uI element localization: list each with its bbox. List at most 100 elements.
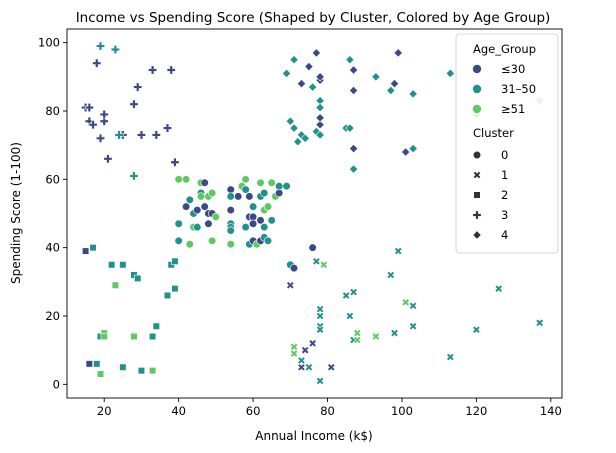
legend-age-group-title: Age_Group (473, 42, 536, 56)
data-point (208, 188, 217, 198)
data-point (348, 143, 359, 154)
data-point (129, 171, 139, 181)
data-point (256, 216, 265, 225)
data-point (304, 61, 314, 72)
data-point (390, 328, 399, 338)
data-point (171, 257, 179, 265)
x-tick-label: 20 (97, 404, 112, 418)
legend-cluster-swatch (472, 210, 482, 220)
legend-age-swatch (472, 84, 482, 94)
y-tick-label: 40 (45, 241, 60, 255)
points-layer (81, 41, 545, 386)
data-point (234, 192, 243, 201)
data-point (136, 130, 146, 140)
data-point (300, 133, 310, 143)
data-point (311, 48, 321, 58)
data-point (151, 130, 161, 140)
data-point (211, 212, 220, 222)
data-point (103, 154, 113, 164)
data-point (85, 360, 93, 368)
data-point (95, 133, 105, 143)
x-tick-label: 40 (171, 404, 186, 418)
data-point (308, 243, 317, 252)
data-point (96, 370, 105, 378)
x-tick-label: 60 (246, 404, 261, 418)
data-point (111, 281, 119, 289)
data-point (256, 178, 265, 187)
data-point (245, 192, 254, 201)
data-point (200, 202, 209, 211)
data-point (408, 89, 418, 99)
legend-cluster-title: Cluster (473, 126, 514, 140)
data-point (371, 72, 381, 82)
data-point (472, 325, 481, 334)
data-point (241, 185, 250, 194)
data-point (349, 287, 358, 297)
data-point (297, 356, 306, 365)
data-point (84, 103, 94, 113)
data-point (148, 65, 158, 75)
data-point (119, 363, 127, 371)
data-point (308, 82, 318, 92)
y-tick-label: 0 (53, 377, 60, 391)
data-point (315, 120, 325, 130)
data-point (137, 367, 146, 375)
legend-cluster-label: 0 (501, 148, 508, 162)
data-point (308, 339, 317, 348)
data-point (241, 175, 250, 184)
legend-cluster-items: 0 1 2 3 4 (472, 148, 508, 242)
y-tick-label: 80 (45, 104, 60, 118)
x-tick-label: 140 (540, 404, 562, 418)
data-point (226, 205, 235, 215)
data-point (92, 58, 102, 68)
data-point (393, 48, 403, 58)
chart-title: Income vs Spending Score (Shaped by Clus… (76, 10, 551, 26)
data-point (315, 113, 325, 123)
data-point (260, 223, 269, 232)
data-point (226, 185, 235, 194)
data-point (200, 178, 209, 187)
data-point (327, 363, 336, 372)
data-point (114, 130, 124, 140)
data-point (267, 178, 276, 187)
data-point (494, 284, 503, 293)
data-point (408, 143, 418, 154)
data-point (301, 345, 310, 355)
data-point (93, 360, 101, 368)
data-point (166, 65, 176, 75)
data-point (315, 376, 325, 386)
data-point (208, 236, 217, 245)
data-point (286, 281, 295, 290)
data-point (389, 79, 400, 89)
data-point (134, 274, 142, 283)
data-point (95, 41, 105, 51)
data-point (315, 325, 325, 334)
data-point (263, 236, 273, 245)
data-point (304, 363, 314, 372)
data-point (345, 55, 355, 65)
data-point (281, 68, 292, 79)
data-point (100, 332, 108, 341)
data-point (263, 202, 273, 211)
legend-cluster-label: 2 (501, 188, 508, 202)
data-point (129, 99, 139, 109)
data-point (196, 192, 206, 201)
data-point (133, 82, 143, 92)
data-point (341, 291, 351, 300)
data-point (170, 157, 180, 167)
data-point (401, 147, 411, 157)
data-point (248, 212, 258, 222)
data-point (408, 322, 418, 331)
legend-cluster-label: 1 (501, 168, 508, 182)
y-tick-label: 60 (45, 172, 60, 186)
data-point (401, 298, 410, 307)
data-point (226, 240, 235, 249)
legend-age-label: ≤30 (501, 62, 525, 76)
data-point (282, 182, 291, 191)
data-point (315, 311, 325, 321)
legend-age-swatch (472, 64, 482, 74)
data-point (89, 244, 97, 252)
data-point (285, 116, 295, 126)
data-point (181, 202, 191, 211)
